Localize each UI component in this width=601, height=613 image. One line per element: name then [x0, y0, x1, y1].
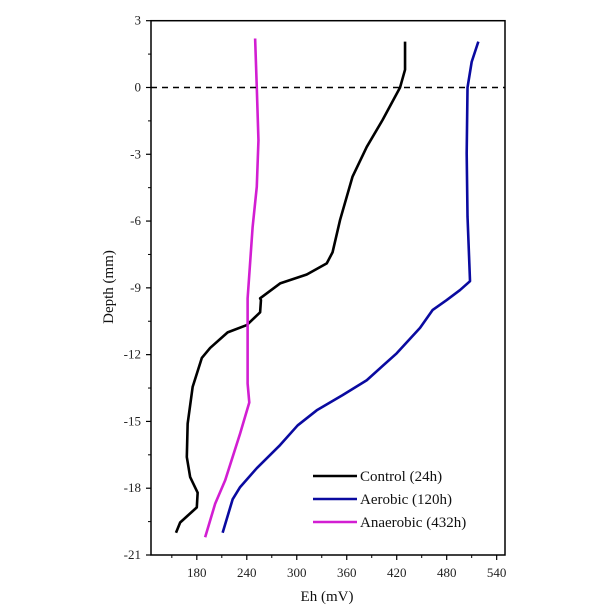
legend-label-2: Anaerobic (432h) — [360, 515, 466, 531]
y-tick-label: 0 — [135, 79, 142, 94]
series-line-0 — [174, 41, 407, 534]
x-axis-label: Eh (mV) — [301, 589, 354, 605]
y-tick-label: -6 — [130, 213, 141, 228]
x-tick-label: 240 — [237, 565, 257, 580]
y-tick-label: -9 — [130, 280, 141, 295]
y-tick-label: -12 — [124, 347, 141, 362]
series-line-1 — [221, 41, 480, 534]
y-tick-label: 3 — [135, 13, 142, 28]
x-tick-label: 480 — [437, 565, 457, 580]
x-tick-label: 360 — [337, 565, 357, 580]
series-line-2 — [203, 38, 260, 538]
y-axis-label: Depth (mm) — [101, 250, 117, 324]
y-tick-label: -15 — [124, 413, 141, 428]
legend-label-0: Control (24h) — [360, 469, 442, 485]
y-tick-label: -3 — [130, 146, 141, 161]
y-tick-label: -21 — [124, 547, 141, 562]
y-tick-label: -18 — [124, 480, 141, 495]
x-tick-label: 180 — [187, 565, 207, 580]
x-tick-label: 420 — [387, 565, 407, 580]
x-tick-label: 300 — [287, 565, 307, 580]
legend-label-1: Aerobic (120h) — [360, 492, 452, 508]
x-tick-label: 540 — [487, 565, 507, 580]
